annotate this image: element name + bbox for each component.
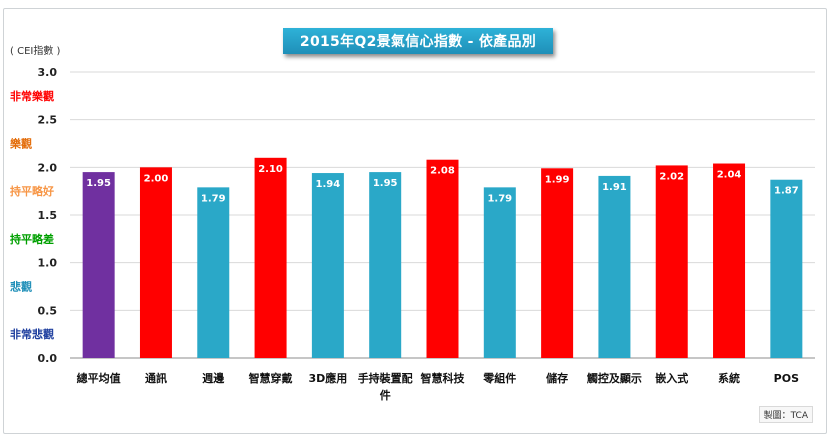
- y-tick-label: 2.0: [38, 161, 58, 174]
- zone-label: 非常悲觀: [10, 327, 54, 341]
- bar-10: [598, 175, 631, 358]
- bar-7: [426, 159, 459, 358]
- bar-value-label: 1.91: [602, 182, 627, 193]
- y-tick-label: 0.5: [38, 304, 58, 317]
- bar-3: [197, 187, 230, 358]
- y-tick-label: 0.0: [38, 352, 58, 365]
- zone-label: 悲觀: [10, 280, 32, 294]
- x-category-label: 件: [380, 388, 391, 402]
- bar-8: [483, 187, 516, 358]
- zone-label: 持平略好: [10, 184, 54, 198]
- x-category-label: 零組件: [482, 371, 516, 385]
- bars: 1.95 2.00 1.79 2.10 1.94 1.95 2.08 1.79 1.99 1.91…: [82, 157, 803, 358]
- bar-value-label: 1.99: [545, 174, 570, 185]
- bar-5: [311, 173, 344, 358]
- bar-12: [713, 163, 746, 358]
- y-unit-label: ( CEI指數 ): [10, 46, 61, 57]
- bar-11: [655, 165, 688, 358]
- bar-4: [254, 157, 287, 358]
- x-category-label: 觸控及顯示: [587, 371, 642, 385]
- x-category-label: 儲存: [545, 371, 568, 385]
- x-category-label: 週邊: [202, 371, 225, 385]
- y-tick-label: 1.0: [38, 257, 58, 270]
- zone-label: 樂觀: [9, 137, 32, 151]
- x-category-label: 嵌入式: [655, 371, 688, 385]
- bar-value-label: 1.79: [201, 193, 226, 204]
- bar-13: [770, 179, 803, 358]
- bar-2: [139, 167, 172, 358]
- credit-label: 製圖：TCA: [758, 406, 813, 423]
- bar-value-label: 2.08: [430, 166, 455, 177]
- bar-value-label: 1.87: [774, 186, 799, 197]
- bar-value-label: 2.00: [144, 173, 169, 184]
- bar-value-label: 1.79: [487, 193, 512, 204]
- x-category-label: 智慧科技: [421, 371, 466, 385]
- bar-1: [82, 172, 115, 358]
- x-category-label: 通訊: [145, 371, 167, 385]
- y-tick-label: 2.5: [38, 114, 58, 127]
- x-category-label: 系統: [718, 371, 740, 385]
- chart-title: 2015年Q2景氣信心指數 - 依產品別: [283, 28, 553, 54]
- bar-value-label: 2.04: [717, 170, 742, 181]
- x-category-label: 3D應用: [308, 371, 347, 385]
- bar-value-label: 2.02: [659, 171, 684, 182]
- bar-value-label: 1.94: [316, 179, 341, 190]
- bar-6: [369, 172, 402, 358]
- zone-label: 持平略差: [10, 232, 54, 246]
- x-category-label: POS: [774, 372, 799, 385]
- bar-value-label: 2.10: [258, 164, 283, 175]
- x-category-label: 手持裝置配: [358, 371, 413, 385]
- bar-value-label: 1.95: [86, 178, 111, 189]
- bar-value-label: 1.95: [373, 178, 398, 189]
- bar-9: [541, 168, 574, 358]
- x-category-label: 智慧穿戴: [249, 371, 293, 385]
- x-category-label: 總平均值: [77, 371, 121, 385]
- zone-label: 非常樂觀: [10, 89, 54, 103]
- y-tick-label: 3.0: [38, 66, 58, 79]
- y-tick-labels: 0.0 0.5 1.0 1.5 2.0 2.5 3.0: [38, 66, 58, 365]
- y-tick-label: 1.5: [38, 209, 58, 222]
